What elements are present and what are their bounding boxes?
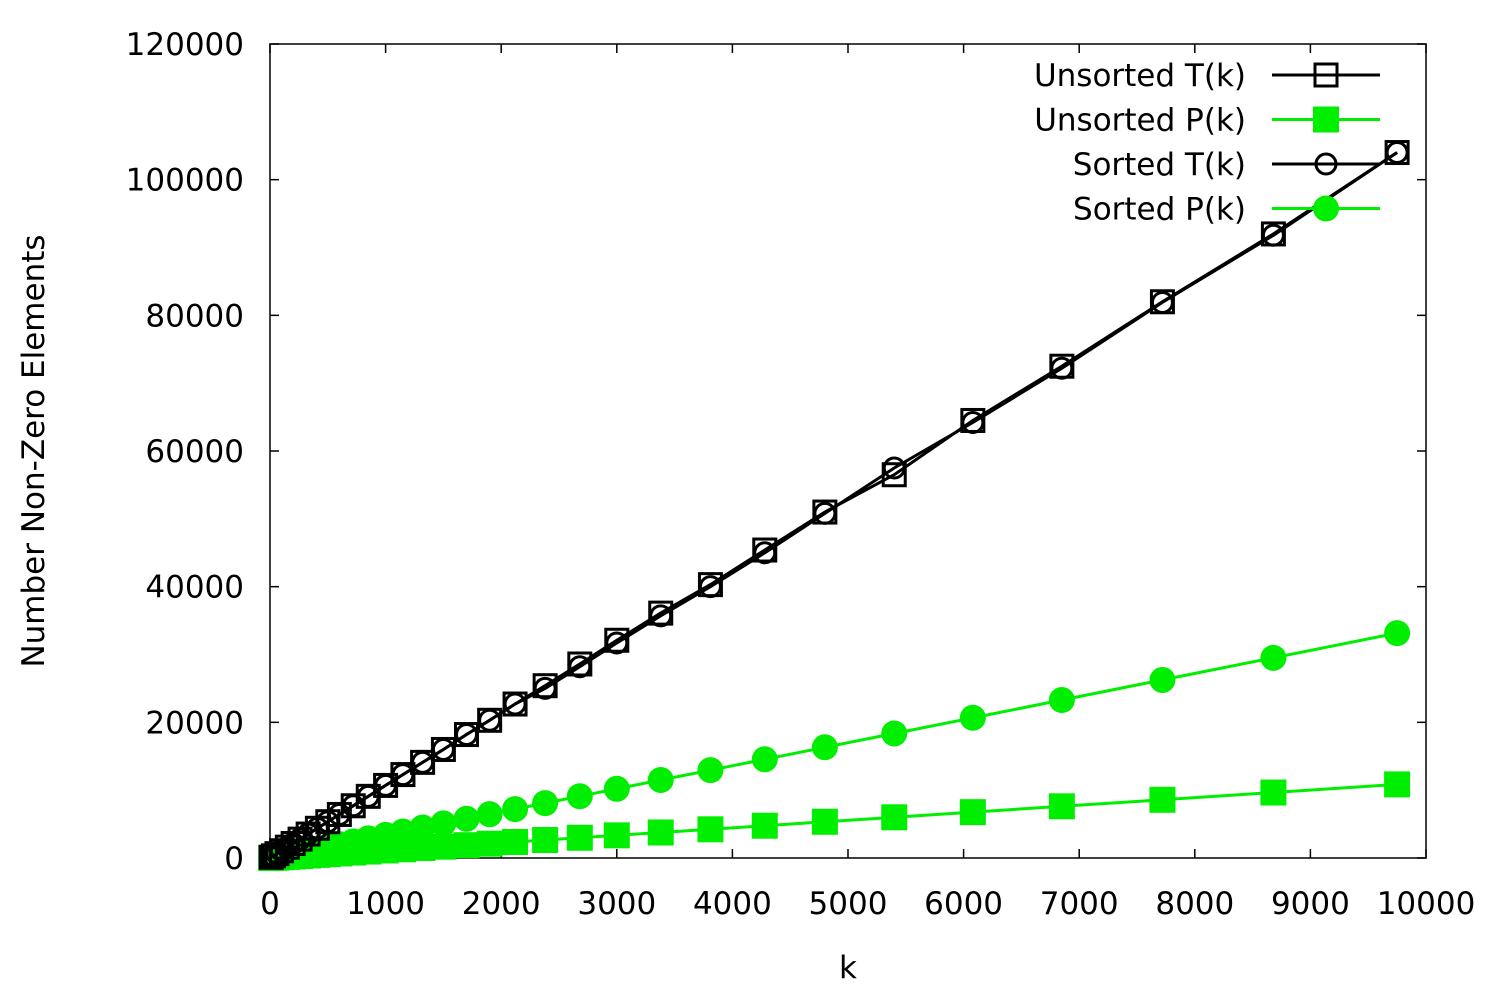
x-tick-label: 1000 xyxy=(346,886,425,922)
data-point xyxy=(566,783,593,810)
data-point xyxy=(533,676,557,700)
data-point xyxy=(647,819,674,846)
data-point xyxy=(430,833,457,860)
y-tick-label: 40000 xyxy=(145,570,244,606)
data-point xyxy=(1050,356,1074,380)
plot-frame xyxy=(269,43,1427,859)
y-tick-label: 100000 xyxy=(126,163,244,199)
data-point xyxy=(1384,771,1411,798)
data-point xyxy=(568,655,592,679)
legend-entry: Unsorted T(k) xyxy=(1034,58,1380,94)
y-axis-label: Number Non-Zero Elements xyxy=(16,234,52,667)
data-point xyxy=(605,631,629,655)
y-tick-labels: 0 20000 40000 60000 80000 100000 120000 xyxy=(126,27,244,877)
data-point xyxy=(453,832,480,859)
data-point xyxy=(1149,786,1176,813)
x-tick-label: 2000 xyxy=(462,886,541,922)
x-tick-label: 6000 xyxy=(924,886,1003,922)
data-point xyxy=(647,766,674,793)
x-tick-label: 7000 xyxy=(1040,886,1119,922)
legend-entry: Sorted P(k) xyxy=(1073,192,1380,228)
data-point xyxy=(959,799,986,826)
legend-marker xyxy=(1314,152,1338,176)
data-point xyxy=(698,575,722,599)
data-point xyxy=(409,814,436,841)
data-point xyxy=(532,827,559,854)
y-tick-label: 0 xyxy=(224,841,244,877)
data-point xyxy=(961,411,985,435)
data-point xyxy=(751,746,778,773)
data-point xyxy=(316,810,340,834)
x-tick-label: 3000 xyxy=(577,886,656,922)
data-point xyxy=(532,790,559,817)
y-tick-label: 60000 xyxy=(145,434,244,470)
data-point xyxy=(1385,141,1409,165)
data-point xyxy=(603,775,630,802)
data-point xyxy=(453,805,480,832)
legend-marker xyxy=(1313,62,1339,88)
data-point xyxy=(881,720,908,747)
data-point xyxy=(411,750,435,774)
data-point xyxy=(430,810,457,837)
data-point xyxy=(1260,779,1287,806)
data-point xyxy=(1048,687,1075,714)
data-point xyxy=(356,784,380,808)
data-point xyxy=(502,828,529,855)
data-point xyxy=(1384,620,1411,647)
data-point xyxy=(882,456,906,480)
x-tick-label: 4000 xyxy=(693,886,772,922)
data-point xyxy=(753,541,777,565)
x-tick-label: 9000 xyxy=(1271,886,1350,922)
data-point xyxy=(813,501,837,525)
legend-label: Sorted P(k) xyxy=(1073,192,1246,228)
data-point xyxy=(697,816,724,843)
data-point xyxy=(603,822,630,849)
series-layer xyxy=(258,140,1411,871)
data-point xyxy=(649,604,673,628)
data-point xyxy=(1261,223,1285,247)
series-open-circle xyxy=(259,141,1409,869)
legend-label: Unsorted T(k) xyxy=(1034,58,1246,94)
legend-label: Unsorted P(k) xyxy=(1034,103,1246,139)
y-tick-label: 20000 xyxy=(145,705,244,741)
data-point xyxy=(959,704,986,731)
x-tick-labels: 0 1000 2000 3000 4000 5000 6000 7000 8000 9000 100… xyxy=(260,886,1475,922)
data-point xyxy=(476,801,503,828)
legend-entry: Sorted T(k) xyxy=(1073,147,1380,183)
data-point xyxy=(751,812,778,839)
data-point xyxy=(1150,290,1174,314)
data-point xyxy=(503,692,527,716)
data-point xyxy=(1048,793,1075,820)
x-tick-label: 10000 xyxy=(1377,886,1476,922)
data-point xyxy=(697,757,724,784)
legend-marker xyxy=(1313,195,1339,222)
y-tick-label: 80000 xyxy=(145,298,244,334)
x-tick-label: 5000 xyxy=(809,886,888,922)
data-point xyxy=(881,804,908,831)
data-point xyxy=(811,808,838,835)
x-tick-label: 0 xyxy=(260,886,280,922)
x-axis-label: k xyxy=(839,950,857,986)
legend-marker xyxy=(1313,106,1339,133)
x-tick-label: 8000 xyxy=(1155,886,1234,922)
legend: Unsorted T(k) Unsorted P(k) Sorted T(k) Sor… xyxy=(1034,58,1380,228)
data-point xyxy=(502,796,529,823)
data-point xyxy=(389,818,416,845)
data-point xyxy=(431,737,455,761)
data-point xyxy=(1149,666,1176,693)
legend-entry: Unsorted P(k) xyxy=(1034,103,1380,139)
data-point xyxy=(478,708,502,732)
data-point xyxy=(374,773,398,797)
y-tick-label: 120000 xyxy=(126,27,244,63)
data-point xyxy=(811,734,838,761)
legend-label: Sorted T(k) xyxy=(1073,147,1246,183)
axis-ticks xyxy=(269,43,1427,859)
data-point xyxy=(566,824,593,851)
data-point xyxy=(391,763,415,787)
data-point xyxy=(476,830,503,857)
data-point xyxy=(1260,644,1287,671)
data-point xyxy=(455,723,479,747)
